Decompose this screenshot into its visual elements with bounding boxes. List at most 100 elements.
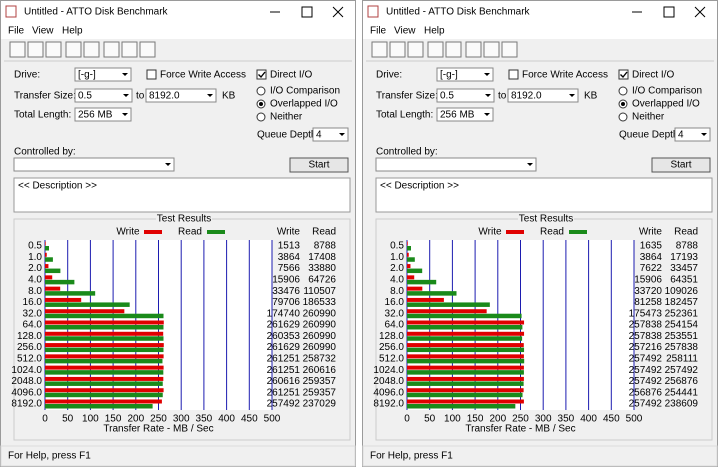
bar	[45, 302, 130, 307]
transfer-to-select-text: 8192.0	[511, 91, 542, 102]
bar	[407, 343, 524, 348]
total-length-select[interactable]	[74, 107, 132, 122]
value-label: 1635	[640, 241, 663, 252]
value-label: 33880	[308, 263, 336, 274]
total-length-select[interactable]	[436, 107, 494, 122]
value-label: 260990	[303, 308, 337, 319]
bar	[407, 297, 444, 302]
x-tick-label: 450	[603, 414, 620, 425]
chart-title: Test Results	[157, 214, 211, 225]
y-tick-label: 256.0	[379, 342, 404, 353]
toolbar-button[interactable]	[9, 41, 26, 58]
dropdown-arrow	[484, 113, 490, 116]
drive-select[interactable]	[436, 67, 494, 82]
description-box[interactable]	[13, 177, 351, 213]
x-tick-label: 250	[512, 414, 529, 425]
toolbar-button[interactable]	[389, 41, 406, 58]
io-radio-dot	[259, 102, 263, 106]
x-tick-label: 500	[264, 414, 281, 425]
toolbar-button[interactable]	[83, 41, 100, 58]
toolbar-button[interactable]	[501, 41, 518, 58]
menu-item[interactable]: File	[8, 26, 25, 37]
toolbar-button[interactable]	[371, 41, 388, 58]
io-radio[interactable]	[256, 86, 266, 96]
kb-label: KB	[584, 91, 598, 102]
toolbar-button[interactable]	[103, 41, 120, 58]
io-radio[interactable]	[256, 112, 266, 122]
transfer-from-select[interactable]	[436, 88, 495, 103]
description-text: << Description >>	[380, 181, 459, 192]
y-tick-label: 8.0	[28, 286, 42, 297]
to-label: to	[136, 91, 145, 102]
description-box[interactable]	[375, 177, 713, 213]
direct-io-checkbox[interactable]	[618, 69, 629, 80]
value-label: 260990	[303, 331, 337, 342]
drive-select[interactable]	[74, 67, 132, 82]
toolbar-button[interactable]	[465, 41, 482, 58]
y-tick-label: 8192.0	[373, 399, 404, 410]
toolbar-button[interactable]	[65, 41, 82, 58]
toolbar-button[interactable]	[45, 41, 62, 58]
toolbar-button[interactable]	[445, 41, 462, 58]
force-write-checkbox[interactable]	[146, 69, 157, 80]
value-label: 254154	[665, 320, 699, 331]
bar	[45, 279, 75, 285]
direct-io-checkbox[interactable]	[256, 69, 267, 80]
transfer-to-select[interactable]	[507, 88, 579, 103]
start-button[interactable]	[651, 157, 711, 173]
close-button[interactable]	[332, 6, 344, 18]
toolbar-button[interactable]	[139, 41, 156, 58]
start-button[interactable]	[289, 157, 349, 173]
y-tick-label: 0.5	[28, 241, 42, 252]
bar	[407, 275, 415, 280]
menu-item[interactable]: View	[32, 26, 54, 37]
queue-depth-label: Queue Depth:	[257, 130, 319, 141]
menu-item[interactable]: Help	[62, 26, 83, 37]
transfer-from-select[interactable]	[74, 88, 133, 103]
y-tick-label: 1024.0	[11, 365, 42, 376]
dropdown-arrow	[339, 133, 345, 136]
legend-label: Read	[178, 227, 202, 238]
toolbar-button[interactable]	[27, 41, 44, 58]
bar	[407, 325, 523, 330]
menu-item[interactable]: View	[394, 26, 416, 37]
toolbar-button[interactable]	[121, 41, 138, 58]
drive-label: Drive:	[14, 70, 40, 81]
x-tick-label: 400	[218, 414, 235, 425]
x-tick-label: 350	[558, 414, 575, 425]
queue-depth-select[interactable]	[674, 127, 711, 142]
io-option: Neither	[632, 112, 665, 123]
value-label: 260616	[303, 365, 337, 376]
toolbar-button[interactable]	[483, 41, 500, 58]
force-write-checkbox[interactable]	[508, 69, 519, 80]
bar	[407, 376, 524, 381]
queue-depth-select-text: 4	[678, 130, 684, 141]
queue-depth-select[interactable]	[312, 127, 349, 142]
dropdown-arrow	[484, 73, 490, 76]
bar	[45, 358, 163, 364]
menu-bar	[1, 23, 355, 39]
io-option: I/O Comparison	[632, 86, 702, 97]
maximize-button[interactable]	[663, 6, 675, 18]
io-radio[interactable]	[618, 112, 628, 122]
transfer-to-select[interactable]	[145, 88, 217, 103]
bar	[45, 354, 164, 359]
close-button[interactable]	[694, 6, 706, 18]
menu-item[interactable]: Help	[424, 26, 445, 37]
value-label: 259357	[303, 376, 337, 387]
maximize-button[interactable]	[301, 6, 313, 18]
controlled-by-select[interactable]	[13, 157, 175, 172]
io-radio[interactable]	[618, 86, 628, 96]
bar	[45, 343, 164, 348]
controlled-by-select[interactable]	[375, 157, 537, 172]
bar	[45, 264, 49, 269]
total-length-select-text: 256 MB	[440, 110, 475, 121]
toolbar-button[interactable]	[407, 41, 424, 58]
toolbar-button[interactable]	[427, 41, 444, 58]
menu-item[interactable]: File	[370, 26, 387, 37]
dropdown-arrow	[207, 94, 213, 97]
window-title: Untitled - ATTO Disk Benchmark	[24, 7, 169, 18]
value-label: 257838	[665, 342, 699, 353]
total-length-select-text: 256 MB	[78, 110, 113, 121]
value-label: 174740	[267, 308, 301, 319]
